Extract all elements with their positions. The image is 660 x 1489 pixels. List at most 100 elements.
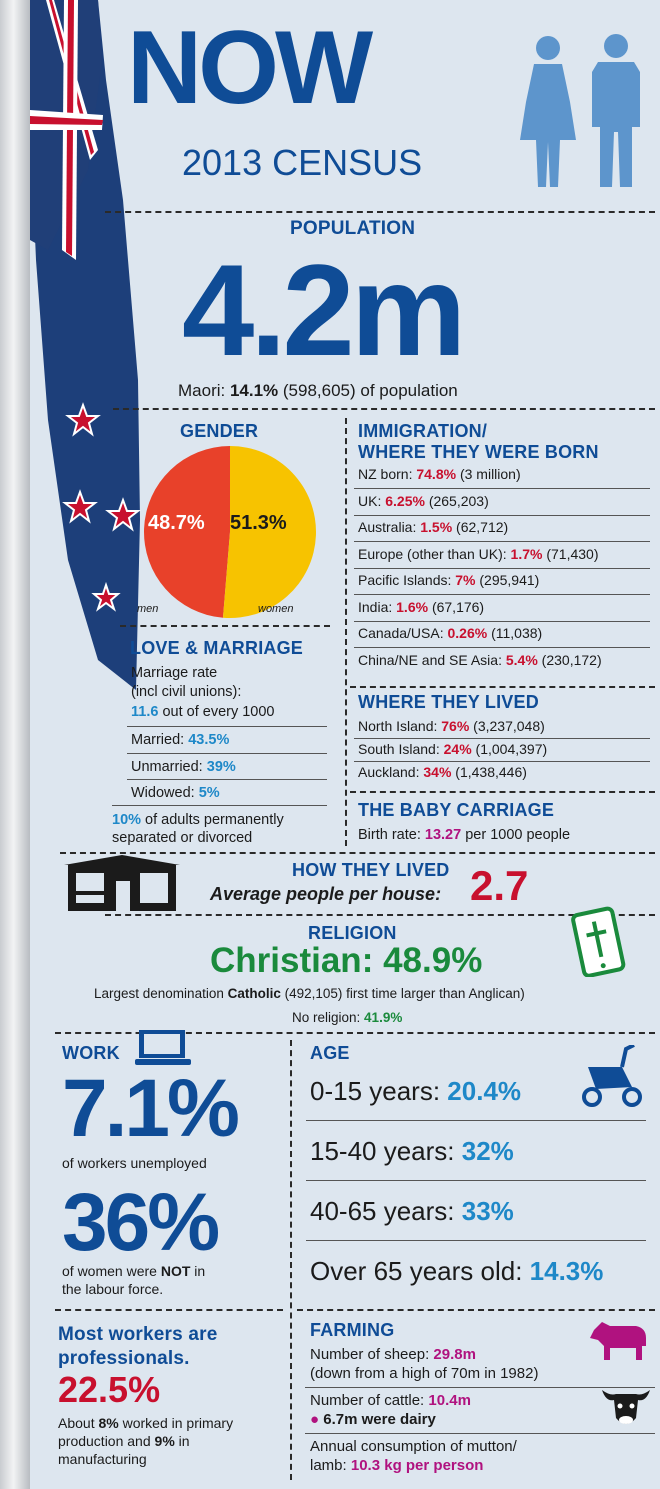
immigration-row-pct: 6.25% <box>385 492 425 509</box>
immigration-row-pct: 74.8% <box>416 466 457 482</box>
immigration-row-label: Pacific Islands: <box>358 572 456 588</box>
lived-label: WHERE THEY LIVED <box>358 692 539 712</box>
divider <box>354 738 650 739</box>
immigration-row-pct: 1.7% <box>510 545 543 562</box>
divider <box>112 805 327 806</box>
prof-pct: 22.5% <box>58 1369 161 1410</box>
lived-row-label: Auckland: <box>358 764 424 780</box>
no-religion-line: No religion: 41.9% <box>292 1010 402 1025</box>
marriage-rate-line1: Marriage rate <box>131 665 218 681</box>
immigration-row-count: (230,172) <box>537 651 602 668</box>
no-religion-value: 41.9% <box>364 1010 403 1025</box>
age-row-pct: 32% <box>461 1136 514 1166</box>
prof-line1: Most workers are <box>58 1324 218 1345</box>
divider <box>127 779 327 780</box>
marriage-rate-value: 11.6 <box>131 704 159 720</box>
column-divider <box>345 418 347 846</box>
unmarried-value: 39% <box>206 759 236 775</box>
sheep-note: (down from a high of 70m in 1982) <box>310 1365 539 1382</box>
separated-text: of adults permanently <box>141 812 284 828</box>
page-title: NOW <box>127 10 373 126</box>
pie-slice-men <box>143 446 230 618</box>
sheep-value: 29.8m <box>433 1346 476 1363</box>
woman-icon <box>520 36 576 187</box>
gender-women-pct: 51.3% <box>230 512 287 534</box>
marriage-rate-line: 11.6 out of every 1000 <box>131 704 275 720</box>
lived-row-count: (1,438,446) <box>451 764 527 780</box>
birth-rate-line: Birth rate: 13.27 per 1000 people <box>358 827 570 843</box>
man-icon <box>592 34 640 187</box>
flag <box>30 0 141 690</box>
age-label: AGE <box>310 1043 350 1063</box>
immigration-row: NZ born: 74.8% (3 million) <box>358 466 521 482</box>
divider <box>55 1032 655 1034</box>
farming-label: FARMING <box>310 1320 395 1340</box>
flag-pole <box>0 0 30 1489</box>
immigration-label-2: WHERE THEY WERE BORN <box>358 442 599 462</box>
lived-row: North Island: 76% (3,237,048) <box>358 718 545 734</box>
women-text-line1: of women were NOT in <box>62 1263 205 1279</box>
about-prefix: About <box>58 1415 99 1431</box>
immigration-row: Canada/USA: 0.26% (11,038) <box>358 625 542 641</box>
immigration-row: Pacific Islands: 7% (295,941) <box>358 572 539 588</box>
divider <box>354 761 650 762</box>
married-row: Married: 43.5% <box>131 732 229 748</box>
widowed-row: Widowed: 5% <box>131 785 220 801</box>
divider <box>55 1309 283 1311</box>
age-row-pct: 20.4% <box>447 1076 522 1106</box>
divider <box>354 594 650 595</box>
immigration-row-label: China/NE and SE Asia: <box>358 651 506 668</box>
pram-icon <box>582 1045 642 1107</box>
mutton-line2: lamb: 10.3 kg per person <box>310 1457 483 1474</box>
maori-pct: 14.1% <box>229 381 279 400</box>
immigration-row: India: 1.6% (67,176) <box>358 599 484 615</box>
column-divider <box>290 1040 292 1480</box>
immigration-row-label: Europe (other than UK): <box>358 545 511 562</box>
house-avg-value: 2.7 <box>470 862 529 909</box>
immigration-row-pct: 7% <box>455 572 476 588</box>
immigration-row-count: (62,712) <box>452 519 509 535</box>
house-icon <box>64 855 180 911</box>
married-label: Married: <box>131 732 189 748</box>
immigration-row-count: (265,203) <box>424 492 489 509</box>
separated-line1: 10% of adults permanently <box>112 812 284 828</box>
population-value: 4.2m <box>182 237 466 383</box>
separated-line2: separated or divorced <box>112 830 253 846</box>
pie-slice-women <box>222 446 316 618</box>
about-primary: 8% <box>98 1415 119 1431</box>
age-row-pct: 14.3% <box>529 1256 604 1286</box>
gender-men-label: men <box>137 603 159 615</box>
prof-line2: professionals. <box>58 1348 190 1369</box>
immigration-row-pct: 5.4% <box>505 651 538 668</box>
immigration-row-count: (3 million) <box>456 466 521 482</box>
marriage-rate-suffix: out of every 1000 <box>158 704 275 720</box>
work-label: WORK <box>62 1043 120 1063</box>
sheep-line: Number of sheep: 29.8m <box>310 1346 476 1363</box>
maori-line: Maori: 14.1% (598,605) of population <box>178 381 458 401</box>
population-label: POPULATION <box>290 218 416 239</box>
divider <box>350 686 655 688</box>
immigration-row-count: (67,176) <box>428 598 485 615</box>
birth-rate-suffix: per 1000 people <box>461 827 571 843</box>
age-row-label: 15-40 years: <box>310 1136 462 1166</box>
lived-row-label: South Island: <box>358 741 444 757</box>
women-pct: 36% <box>62 1177 220 1268</box>
lived-row-count: (3,237,048) <box>469 718 545 734</box>
about-line2-post: in <box>174 1433 190 1449</box>
immigration-row-count: (295,941) <box>475 572 540 588</box>
immigration-row: UK: 6.25% (265,203) <box>358 493 489 509</box>
love-label: LOVE & MARRIAGE <box>130 638 304 658</box>
gender-label: GENDER <box>180 421 259 441</box>
immigration-row-pct: 0.26% <box>447 625 488 641</box>
divider <box>297 1309 655 1311</box>
immigration-row-pct: 1.6% <box>396 598 429 615</box>
house-avg-label: Average people per house: <box>210 884 442 904</box>
immigration-row-label: Canada/USA: <box>358 625 448 641</box>
bible-phone-icon <box>571 906 626 977</box>
maori-suffix: (598,605) of population <box>278 381 458 400</box>
mutton-line1: Annual consumption of mutton/ <box>310 1438 517 1455</box>
about-manuf: 9% <box>154 1433 175 1449</box>
lived-row-label: North Island: <box>358 718 442 734</box>
age-row: 0-15 years: 20.4% <box>310 1076 521 1107</box>
maori-prefix: Maori: <box>178 381 230 400</box>
